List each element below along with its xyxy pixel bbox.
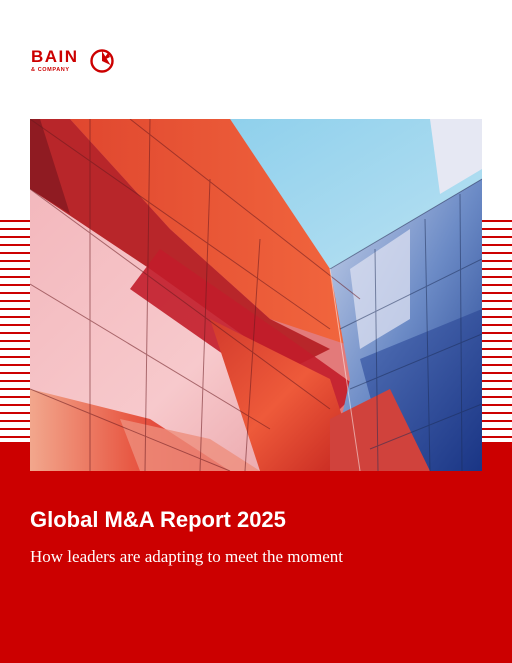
red-band-background xyxy=(0,442,512,663)
modern-glass-building-facade-image xyxy=(30,119,482,471)
logo-wordmark: BAIN xyxy=(31,47,79,66)
right-stripes-decoration xyxy=(480,220,512,438)
logo-subtitle: & COMPANY xyxy=(31,67,70,73)
bain-logo: BAIN & COMPANY xyxy=(31,48,121,78)
report-subtitle: How leaders are adapting to meet the mom… xyxy=(30,547,343,566)
left-stripes-decoration xyxy=(0,220,32,438)
bain-compass-icon xyxy=(90,49,114,73)
report-title: Global M&A Report 2025 xyxy=(30,507,286,532)
